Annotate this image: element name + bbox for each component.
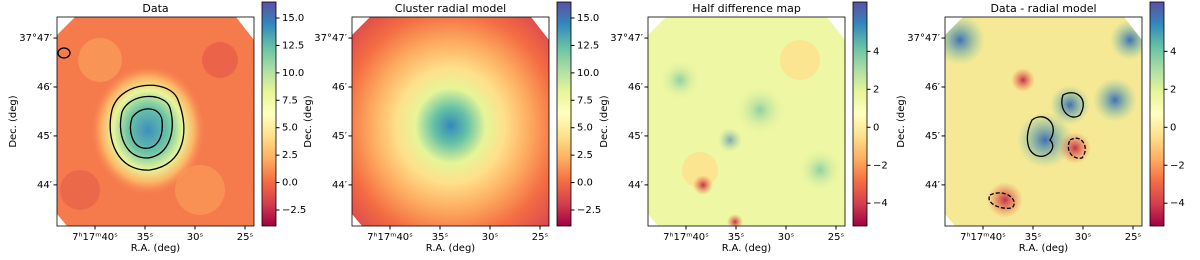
x-tick-label: 7ʰ17ᵐ40ˢ: [960, 232, 1006, 243]
x-tick-label: 30ˢ: [778, 232, 795, 243]
colorbar-tick-label: 7.5: [282, 95, 298, 106]
colorbar-tick-label: 4: [873, 46, 879, 57]
colorbar-tick-label: −4: [1170, 198, 1185, 209]
colorbar-tick-label: 2: [873, 84, 879, 95]
x-tick-label: 25ˢ: [532, 232, 549, 243]
colorbar-tick-label: −4: [873, 198, 888, 209]
colorbar-tick-label: −2: [1170, 160, 1185, 171]
image: [57, 17, 254, 226]
y-tick-label: 44′: [37, 180, 53, 191]
colorbar-tick-label: 5.0: [282, 123, 298, 134]
y-tick-label: 44′: [332, 180, 348, 191]
colorbar-tick-label: 0.0: [577, 178, 593, 189]
y-axis-label: Dec. (deg): [303, 95, 314, 147]
x-tick-label: 35ˢ: [1025, 232, 1042, 243]
x-tick-label: 7ʰ17ᵐ40ˢ: [663, 232, 709, 243]
x-tick-label: 35ˢ: [728, 232, 745, 243]
colorbar-tick-label: 2.5: [577, 150, 593, 161]
colorbar-tick-label: 10.0: [577, 68, 599, 79]
y-tick-label: 37°47′: [314, 33, 347, 44]
colorbar-tick-label: −2: [873, 160, 888, 171]
y-tick-label: 45′: [628, 131, 644, 142]
axes-frame: [944, 16, 1143, 227]
y-tick-label: 46′: [628, 82, 644, 93]
y-tick-label: 37°47′: [907, 33, 940, 44]
x-tick-label: 7ʰ17ᵐ40ˢ: [367, 232, 413, 243]
y-tick-label: 37°47′: [19, 33, 52, 44]
panel-title: Cluster radial model: [395, 2, 506, 15]
y-tick-label: 44′: [925, 180, 941, 191]
y-tick-label: 46′: [332, 82, 348, 93]
colorbar-tick-label: 2.5: [282, 150, 298, 161]
x-tick-label: 35ˢ: [137, 232, 154, 243]
colorbar-tick-label: 10.0: [282, 68, 304, 79]
colorbar-tick-label: 2: [1170, 84, 1176, 95]
x-tick-label: 25ˢ: [237, 232, 254, 243]
x-tick-label: 30ˢ: [1075, 232, 1092, 243]
y-tick-label: 37°47′: [610, 33, 643, 44]
x-tick-label: 35ˢ: [432, 232, 449, 243]
y-tick-label: 45′: [925, 131, 941, 142]
colorbar-tick-label: 15.0: [577, 13, 599, 24]
x-tick-label: 25ˢ: [828, 232, 845, 243]
colorbar-tick-label: −2.5: [282, 205, 306, 216]
axes-frame: [56, 16, 255, 227]
colorbar-tick-label: 15.0: [282, 13, 304, 24]
colorbar-tick-label: 4: [1170, 46, 1176, 57]
colorbar: [1149, 1, 1165, 227]
panel-title: Data: [142, 2, 168, 15]
colorbar-tick-label: −2.5: [577, 205, 601, 216]
x-tick-label: 7ʰ17ᵐ40ˢ: [72, 232, 118, 243]
y-tick-label: 46′: [925, 82, 941, 93]
colorbar-tick-label: 12.5: [577, 40, 599, 51]
x-tick-label: 30ˢ: [482, 232, 499, 243]
y-axis-label: Dec. (deg): [896, 95, 907, 147]
x-tick-label: 25ˢ: [1125, 232, 1142, 243]
y-tick-label: 44′: [628, 180, 644, 191]
x-axis-label: R.A. (deg): [131, 243, 181, 254]
x-axis-label: R.A. (deg): [426, 243, 476, 254]
y-axis-label: Dec. (deg): [599, 95, 610, 147]
image: [352, 17, 549, 226]
y-tick-label: 45′: [37, 131, 53, 142]
colorbar: [852, 1, 868, 227]
y-axis-label: Dec. (deg): [8, 95, 19, 147]
image: [648, 17, 845, 226]
colorbar-tick-label: 7.5: [577, 95, 593, 106]
colorbar-tick-label: 12.5: [282, 40, 304, 51]
x-axis-label: R.A. (deg): [1019, 243, 1069, 254]
colorbar: [261, 1, 277, 227]
image: [945, 17, 1142, 226]
panel-title: Data - radial model: [990, 2, 1096, 15]
colorbar: [556, 1, 572, 227]
colorbar-tick-label: 0: [873, 122, 879, 133]
colorbar-tick-label: 0: [1170, 122, 1176, 133]
panel-title: Half difference map: [692, 2, 801, 15]
colorbar-tick-label: 0.0: [282, 178, 298, 189]
x-axis-label: R.A. (deg): [722, 243, 772, 254]
y-tick-label: 46′: [37, 82, 53, 93]
colorbar-tick-label: 5.0: [577, 123, 593, 134]
axes-frame: [647, 16, 846, 227]
y-tick-label: 45′: [332, 131, 348, 142]
x-tick-label: 30ˢ: [187, 232, 204, 243]
axes-frame: [351, 16, 550, 227]
